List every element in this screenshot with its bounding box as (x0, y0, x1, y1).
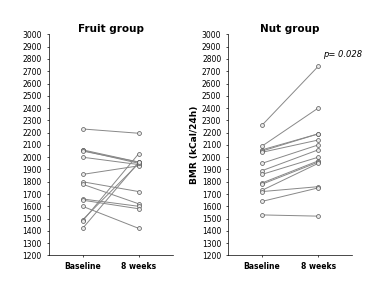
Text: p= 0.028: p= 0.028 (323, 51, 362, 59)
Y-axis label: BMR (kCal/24h): BMR (kCal/24h) (190, 106, 199, 184)
Title: Nut group: Nut group (260, 24, 320, 34)
Title: Fruit group: Fruit group (78, 24, 144, 34)
